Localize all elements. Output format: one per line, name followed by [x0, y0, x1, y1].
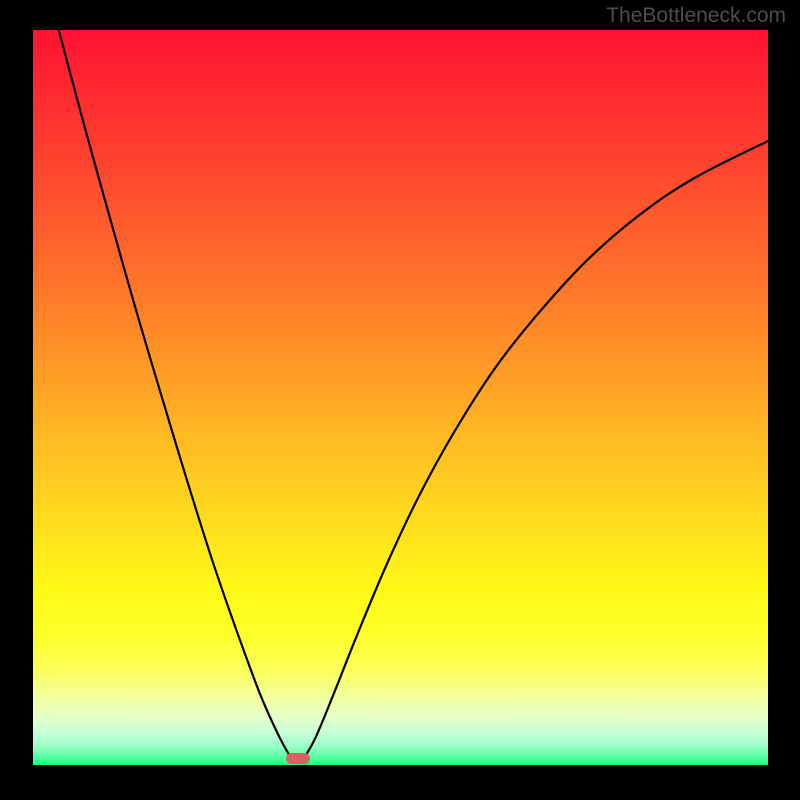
minimum-marker [286, 753, 310, 764]
plot-area [33, 30, 768, 770]
bottleneck-curve [33, 30, 768, 770]
attribution-text: TheBottleneck.com [606, 4, 786, 28]
